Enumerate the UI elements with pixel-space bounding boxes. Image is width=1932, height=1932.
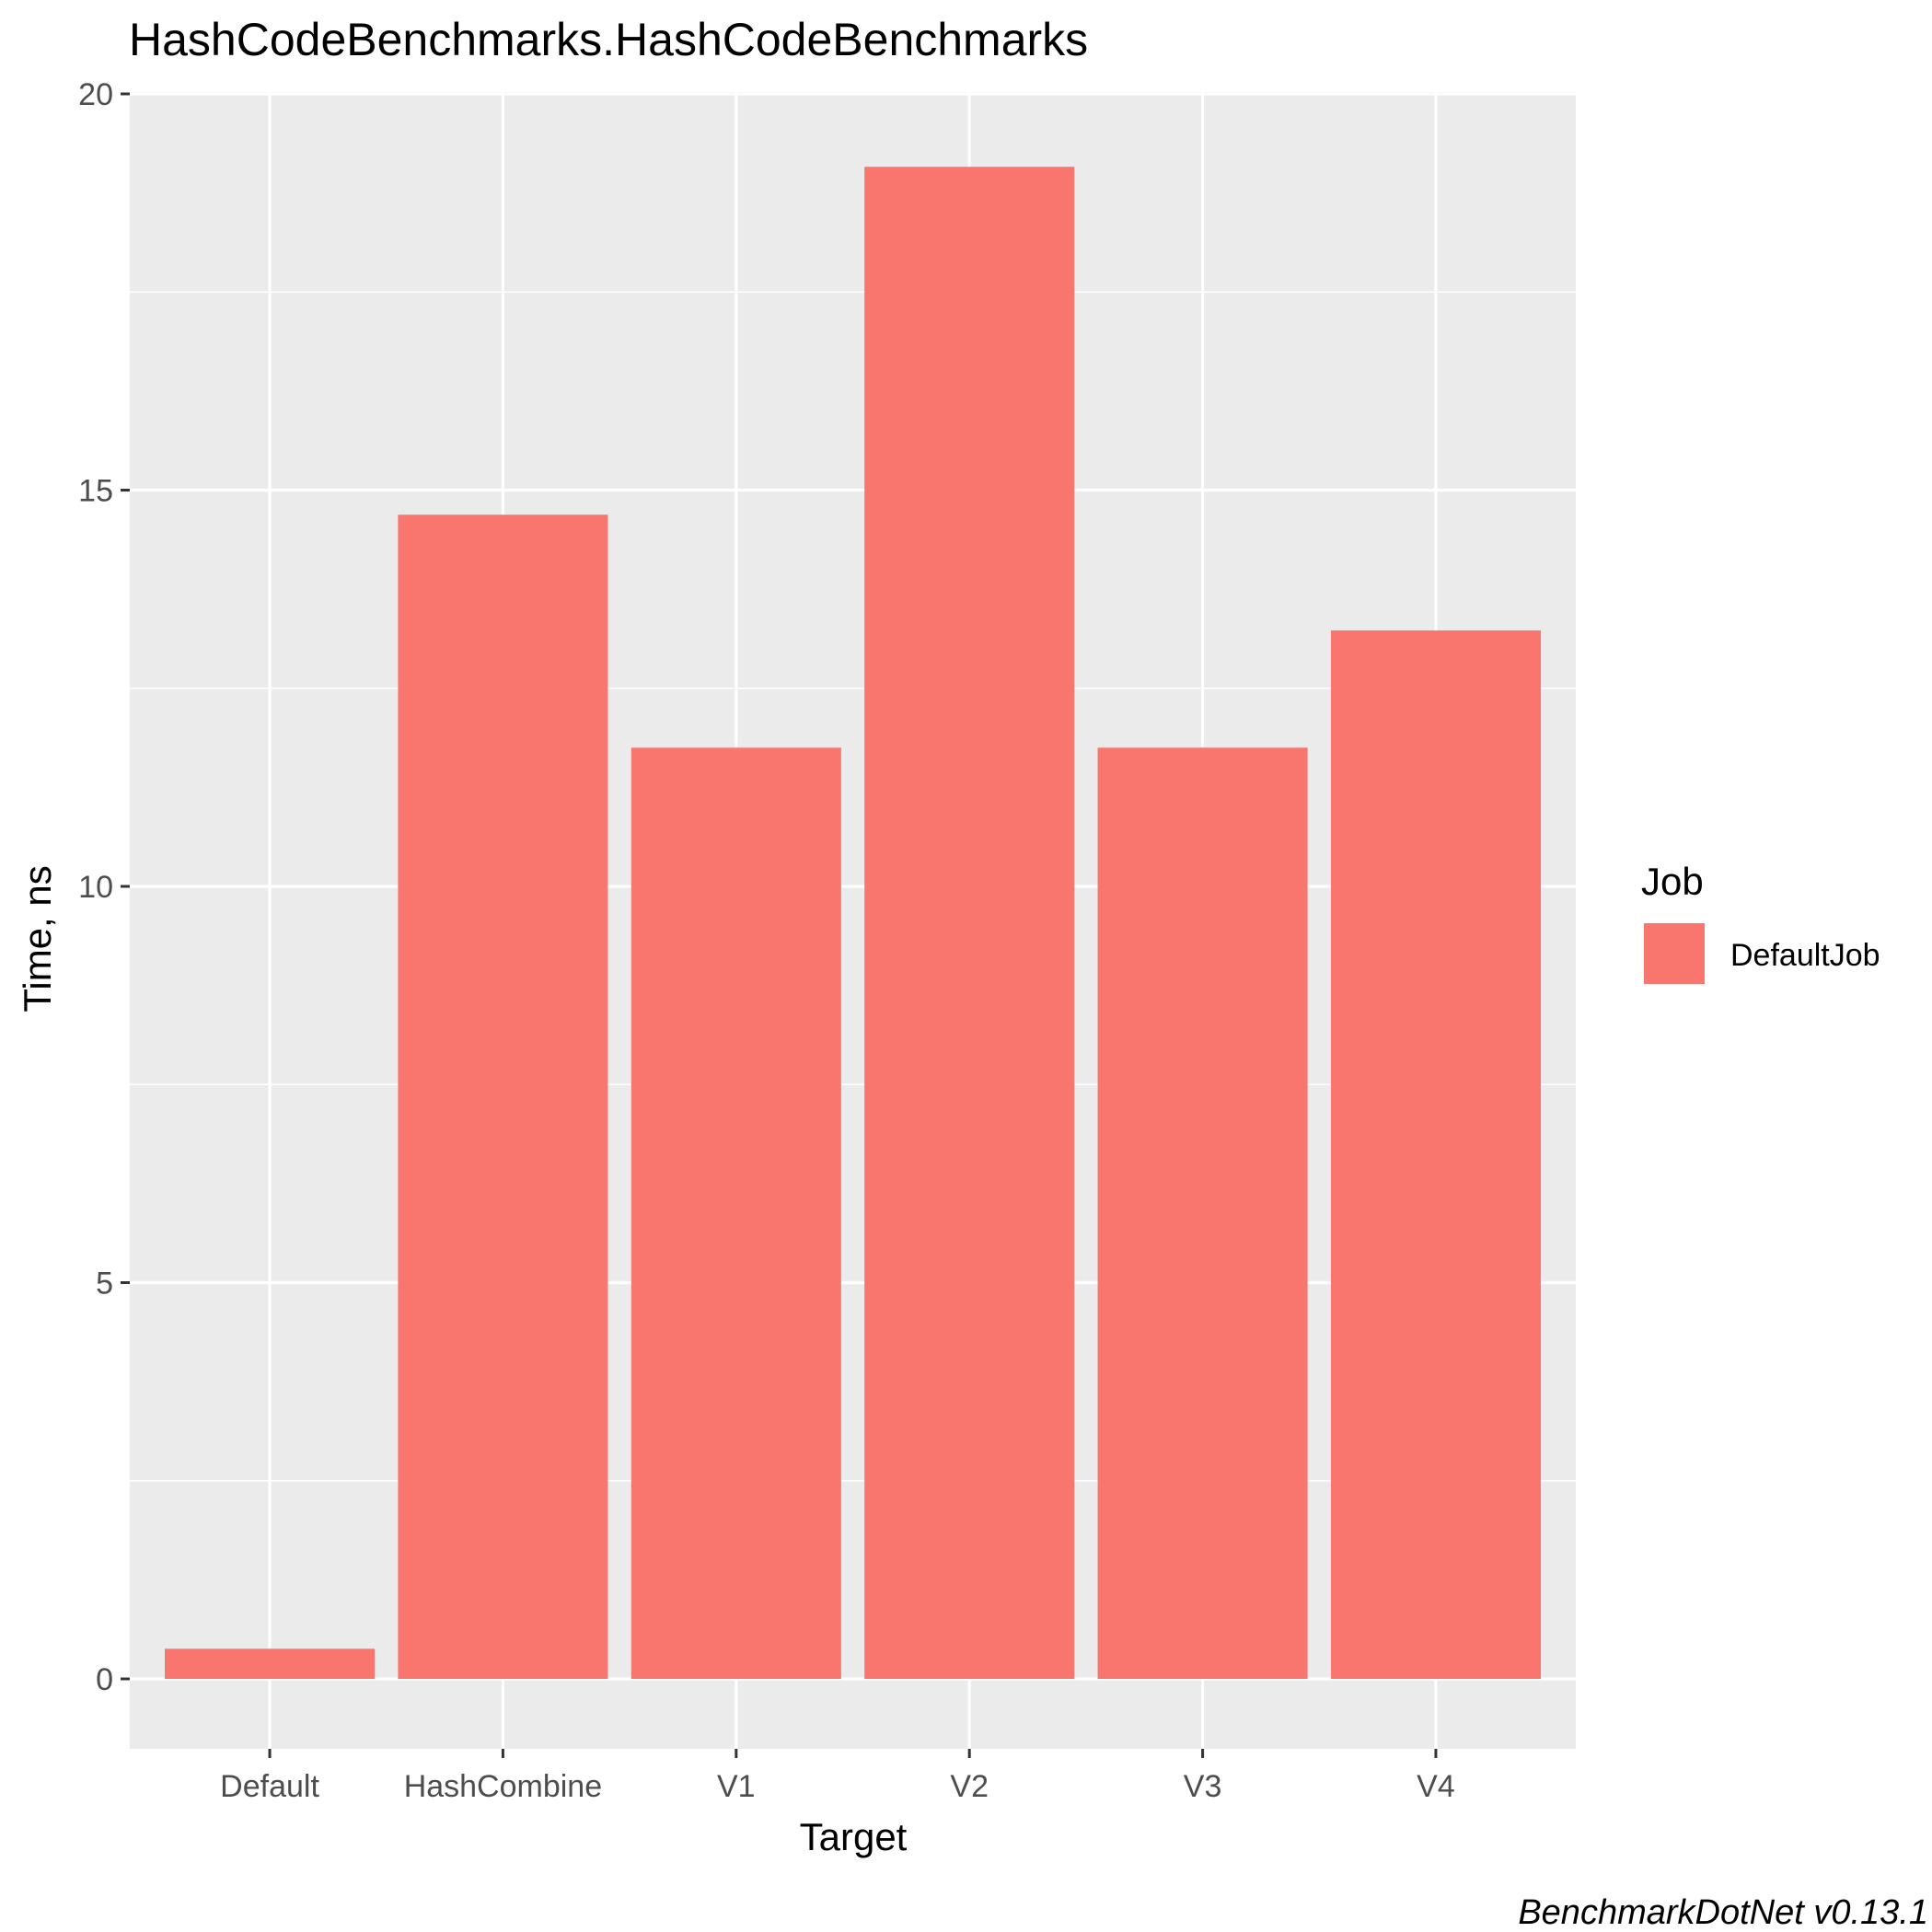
x-tick-label: V1 [717,1769,756,1804]
y-tick-label: 20 [78,77,113,112]
x-tick-label: V2 [950,1769,989,1804]
x-axis-title: Target [800,1815,908,1858]
caption: BenchmarkDotNet v0.13.1 [1518,1893,1928,1932]
bar-v4 [1330,630,1541,1679]
y-axis-title: Time, ns [16,865,59,1012]
bar-hashcombine [398,515,608,1680]
legend: Job DefaultJob [1641,860,1880,984]
x-tick-label: V3 [1184,1769,1222,1804]
y-tick-label: 0 [96,1662,113,1697]
y-tick-label: 15 [78,474,113,509]
legend-title: Job [1641,860,1704,903]
x-tick-label: Default [220,1769,319,1804]
x-tick-label: V4 [1417,1769,1455,1804]
bar-v2 [864,167,1075,1679]
y-tick-label: 5 [96,1267,113,1301]
x-tick-label: HashCombine [404,1769,602,1804]
legend-key-defaultjob [1644,923,1705,984]
legend-label-defaultjob: DefaultJob [1730,938,1880,973]
bar-default [165,1649,376,1679]
chart-title: HashCodeBenchmarks.HashCodeBenchmarks [129,14,1088,65]
y-tick-label: 10 [78,870,113,905]
bars [165,167,1541,1680]
bar-v3 [1097,747,1308,1679]
bar-v1 [631,747,841,1679]
y-axis: 0 5 10 15 20 [78,77,130,1697]
x-axis: Default HashCombine V1 V2 V3 V4 [220,1749,1455,1804]
